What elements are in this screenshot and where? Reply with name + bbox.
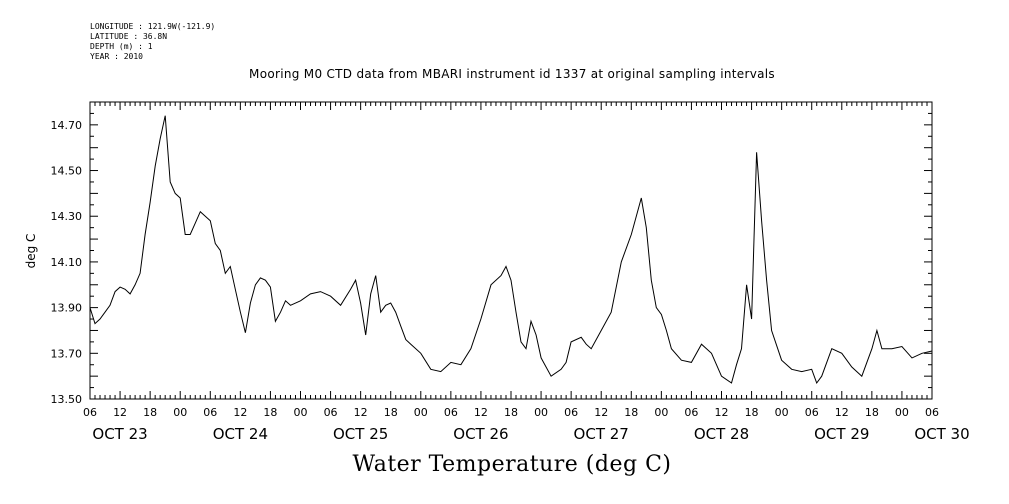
x-hour-label: 06	[564, 406, 578, 419]
x-hour-label: 18	[504, 406, 518, 419]
y-tick-label: 13.70	[51, 347, 83, 360]
x-hour-label: 06	[83, 406, 97, 419]
y-tick-label: 14.30	[51, 210, 83, 223]
x-hour-label: 06	[203, 406, 217, 419]
y-tick-label: 14.10	[51, 256, 83, 269]
x-hour-label: 06	[324, 406, 338, 419]
x-date-label: OCT 27	[574, 425, 629, 443]
x-hour-label: 12	[594, 406, 608, 419]
x-date-label: OCT 23	[92, 425, 147, 443]
x-hour-label: 06	[444, 406, 458, 419]
chart-axes	[89, 101, 933, 400]
x-hour-label: 00	[775, 406, 789, 419]
x-hour-label: 18	[263, 406, 277, 419]
x-hour-label: 06	[684, 406, 698, 419]
x-hour-label: 18	[624, 406, 638, 419]
y-tick-labels: 13.50 13.70 13.90 14.10 14.30 14.50 14.70	[51, 119, 83, 406]
y-tick-label: 13.90	[51, 302, 83, 315]
x-hour-label: 00	[654, 406, 668, 419]
x-date-label: OCT 28	[694, 425, 749, 443]
x-hour-label: 18	[745, 406, 759, 419]
x-date-label: OCT 24	[213, 425, 268, 443]
x-hour-label: 12	[715, 406, 729, 419]
x-hour-label: 00	[414, 406, 428, 419]
x-hour-label: 12	[113, 406, 127, 419]
y-axis-label: deg C	[24, 234, 38, 269]
latitude-label: LATITUDE : 36.8N	[90, 32, 168, 41]
x-hour-label: 00	[534, 406, 548, 419]
x-axis-label: Water Temperature (deg C)	[352, 452, 672, 477]
x-date-label: OCT 26	[453, 425, 508, 443]
x-date-label: OCT 25	[333, 425, 388, 443]
y-tick-label: 13.50	[51, 393, 83, 406]
x-hour-label: 18	[143, 406, 157, 419]
series-line	[89, 115, 933, 385]
x-date-label: OCT 30	[914, 425, 969, 443]
x-hour-label: 12	[474, 406, 488, 419]
x-hour-label: 18	[384, 406, 398, 419]
y-tick-label: 14.50	[51, 165, 83, 178]
depth-label: DEPTH (m) : 1	[90, 42, 153, 51]
chart-title: Mooring M0 CTD data from MBARI instrumen…	[249, 67, 775, 81]
plot-frame	[89, 101, 933, 400]
x-date-label: OCT 29	[814, 425, 869, 443]
x-hour-label: 00	[173, 406, 187, 419]
x-hour-label: 06	[805, 406, 819, 419]
x-hour-label: 18	[865, 406, 879, 419]
station-metadata: LONGITUDE : 121.9W(-121.9) LATITUDE : 36…	[90, 22, 215, 62]
x-hour-label: 12	[354, 406, 368, 419]
x-hour-label: 12	[835, 406, 849, 419]
x-tick-labels: 06 12 18 00 06 12 18 00 06 12 18 00 06 12 18 00 06 12 18 00…	[83, 406, 970, 443]
x-hour-label: 12	[233, 406, 247, 419]
y-tick-label: 14.70	[51, 119, 83, 132]
x-hour-label: 00	[294, 406, 308, 419]
longitude-label: LONGITUDE : 121.9W(-121.9)	[90, 22, 216, 31]
x-hour-label: 06	[925, 406, 939, 419]
year-label: YEAR : 2010	[90, 52, 143, 61]
x-hour-label: 00	[895, 406, 909, 419]
